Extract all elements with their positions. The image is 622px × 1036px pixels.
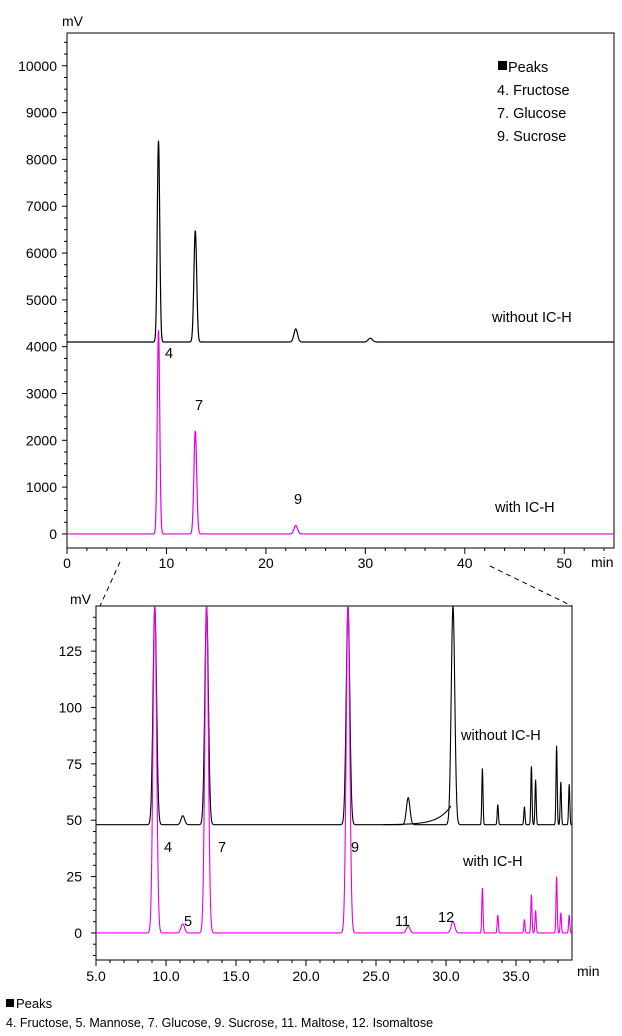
y-tick-label: 125 — [59, 643, 83, 659]
bottom-series-label-without: without IC-H — [460, 728, 541, 744]
y-tick-label: 25 — [66, 869, 82, 885]
bottom-series-label-with: with IC-H — [462, 854, 523, 870]
top-peak-label-9: 9 — [294, 492, 302, 508]
bottom-legend-title: Peaks — [6, 996, 52, 1011]
legend-square-icon — [498, 61, 507, 70]
bottom-trace-drift — [383, 805, 452, 826]
top-axes: 0100020003000400050006000700080009000100… — [18, 32, 615, 571]
x-tick-label: 25.0 — [362, 968, 389, 984]
top-y-unit: mV — [62, 13, 84, 29]
x-tick-label: 50 — [556, 555, 572, 571]
x-tick-label: 30 — [358, 555, 374, 571]
y-tick-label: 1000 — [26, 479, 57, 495]
top-trace-with-ic-h — [67, 330, 614, 535]
y-tick-label: 75 — [66, 756, 82, 772]
bottom-y-unit: mV — [70, 591, 92, 607]
top-series-group — [67, 140, 614, 535]
zoom-connector-right — [489, 565, 573, 607]
bottom-x-unit: min — [577, 963, 600, 979]
x-tick-label: 30.0 — [432, 968, 459, 984]
x-tick-label: 15.0 — [222, 968, 249, 984]
top-chromatogram-panel: mV min 0 1000 2000 3000 4000 5000 6000 7000 8000… — [18, 13, 615, 571]
bottom-legend-text: 4. Fructose, 5. Mannose, 7. Glucose, 9. … — [6, 1016, 434, 1030]
y-tick-label: 7000 — [26, 198, 57, 214]
y-tick-label: 6000 — [26, 245, 57, 261]
x-tick-label: 0 — [63, 555, 71, 571]
x-tick-label: 20.0 — [292, 968, 319, 984]
bottom-peak-label-12: 12 — [438, 910, 454, 926]
bottom-series-group — [96, 605, 572, 934]
bottom-peak-label-5: 5 — [184, 914, 192, 930]
bottom-trace-without-ic-h — [96, 605, 572, 826]
x-tick-label: 5.0 — [86, 968, 106, 984]
top-plot-frame — [66, 32, 615, 549]
legend-square-icon — [6, 999, 14, 1007]
x-tick-label: 35.0 — [502, 968, 529, 984]
bottom-peak-label-7: 7 — [218, 840, 226, 856]
y-tick-label: 4000 — [26, 339, 57, 355]
y-tick-label: 3000 — [26, 386, 57, 402]
y-tick-label: 100 — [59, 699, 83, 715]
top-legend: Peaks 4. Fructose 7. Glucose 9. Sucrose — [497, 60, 570, 145]
y-tick-label: 0 — [74, 925, 82, 941]
zoom-connector-left — [99, 561, 121, 607]
x-tick-label: 40 — [457, 555, 473, 571]
y-tick-label: 10000 — [18, 58, 57, 74]
top-x-unit: min — [591, 554, 614, 570]
y-tick-label: 50 — [66, 812, 82, 828]
top-trace-without-ic-h — [67, 140, 614, 343]
top-peak-label-7: 7 — [195, 398, 203, 414]
bottom-peak-label-11: 11 — [395, 914, 410, 930]
x-tick-label: 10.0 — [152, 968, 179, 984]
top-legend-title: Peaks — [508, 60, 548, 76]
top-legend-item: 7. Glucose — [497, 106, 566, 122]
y-tick-label: 2000 — [26, 432, 57, 448]
x-tick-label: 10 — [159, 555, 175, 571]
top-legend-item: 4. Fructose — [497, 83, 570, 99]
top-legend-item: 9. Sucrose — [497, 129, 566, 145]
x-tick-label: 20 — [258, 555, 274, 571]
top-series-label-with: with IC-H — [494, 500, 555, 516]
y-tick-label: 8000 — [26, 151, 57, 167]
bottom-peak-label-9: 9 — [351, 840, 359, 856]
bottom-peak-label-4: 4 — [164, 840, 172, 856]
top-peak-label-4: 4 — [165, 346, 173, 362]
y-tick-label: 9000 — [26, 105, 57, 121]
bottom-trace-with-ic-h — [96, 605, 572, 934]
y-tick-label: 5000 — [26, 292, 57, 308]
bottom-plot-frame — [95, 605, 573, 961]
y-tick-label: 0 — [49, 526, 57, 542]
top-series-label-without: without IC-H — [491, 310, 572, 326]
